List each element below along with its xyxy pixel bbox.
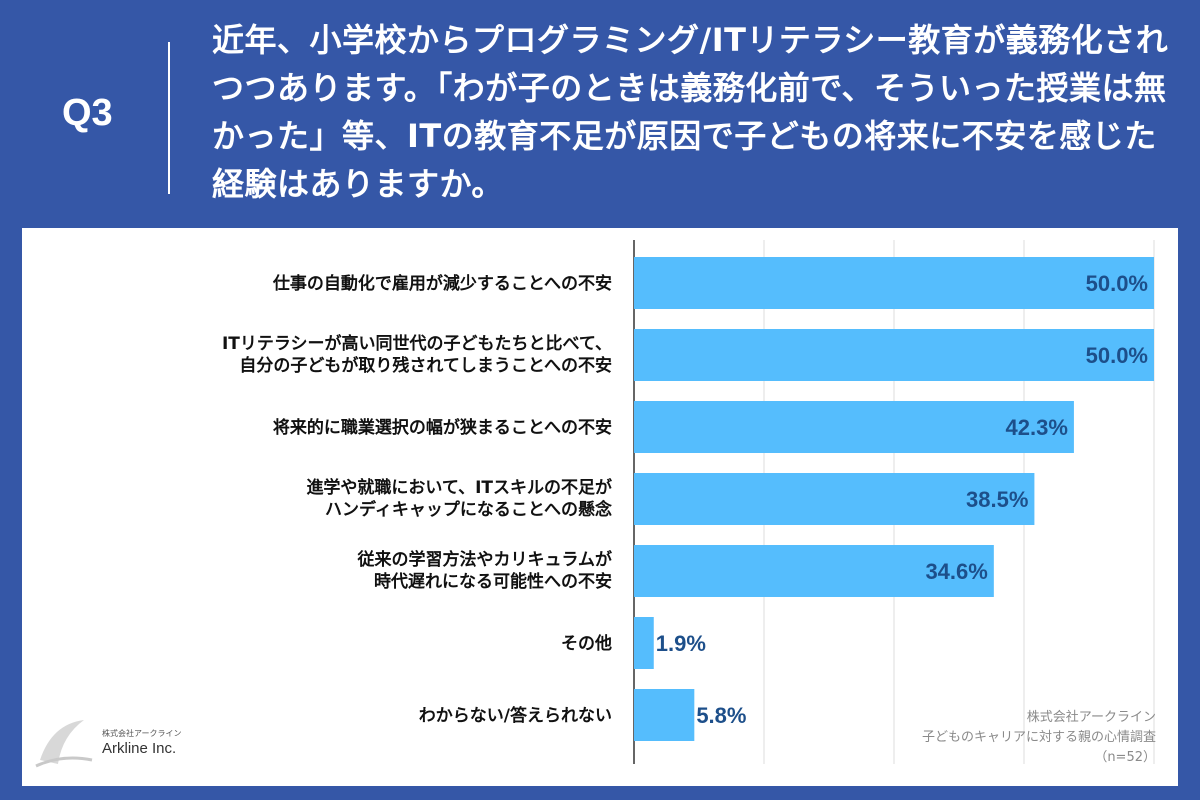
question-number: Q3 — [62, 92, 113, 134]
source-survey: 子どものキャリアに対する親の心情調査 — [921, 730, 1156, 745]
source-sample-size: （n=52） — [1094, 750, 1156, 765]
data-label: 50.0% — [1086, 271, 1148, 296]
category-label: 自分の子どもが取り残されてしまうことへの不安 — [239, 355, 612, 376]
category-label: 将来的に職業選択の幅が狭まることへの不安 — [273, 417, 612, 438]
data-label: 1.9% — [656, 631, 706, 656]
data-label: 5.8% — [696, 703, 746, 728]
source-note: 株式会社アークライン 子どものキャリアに対する親の心情調査 （n=52） — [922, 708, 1156, 768]
category-label: ハンディキャップになることへの懸念 — [325, 499, 612, 520]
bar — [634, 545, 994, 597]
category-label: 従来の学習方法やカリキュラムが — [357, 549, 613, 570]
data-label: 34.6% — [925, 559, 987, 584]
category-label: 時代遅れになる可能性への不安 — [374, 571, 612, 592]
category-label: わからない/答えられない — [419, 705, 612, 726]
question-header: Q3 近年、小学校からプログラミング/ITリテラシー教育が義務化されつつあります… — [0, 0, 1200, 228]
bar — [634, 617, 654, 669]
logo-company-en: Arkline Inc. — [102, 740, 177, 757]
category-label: その他 — [561, 633, 612, 654]
bar — [634, 329, 1154, 381]
bar-chart: 50.0% 仕事の自動化で雇用が減少することへの不安 50.0% ITリテラシーが高い… — [222, 240, 1155, 764]
header-divider — [168, 42, 170, 194]
data-label: 42.3% — [1006, 415, 1068, 440]
category-label: 仕事の自動化で雇用が減少することへの不安 — [272, 273, 612, 294]
data-label: 38.5% — [966, 487, 1028, 512]
bar — [634, 473, 1035, 525]
arkline-logo-icon — [35, 720, 93, 768]
bar — [634, 257, 1154, 309]
source-company: 株式会社アークライン — [1026, 710, 1156, 725]
chart-panel: 50.0% 仕事の自動化で雇用が減少することへの不安 50.0% ITリテラシーが高い… — [22, 228, 1178, 786]
logo-company-ja: 株式会社アークライン — [102, 729, 182, 738]
bar — [634, 401, 1074, 453]
bar — [634, 689, 695, 741]
question-text: 近年、小学校からプログラミング/ITリテラシー教育が義務化されつつあります。「わ… — [212, 21, 1169, 203]
category-label: 進学や就職において、ITスキルの不足が — [306, 477, 612, 498]
data-label: 50.0% — [1086, 343, 1148, 368]
category-label: ITリテラシーが高い同世代の子どもたちと比べて、 — [222, 333, 612, 354]
company-logo: 株式会社アークライン Arkline Inc. — [32, 714, 212, 774]
